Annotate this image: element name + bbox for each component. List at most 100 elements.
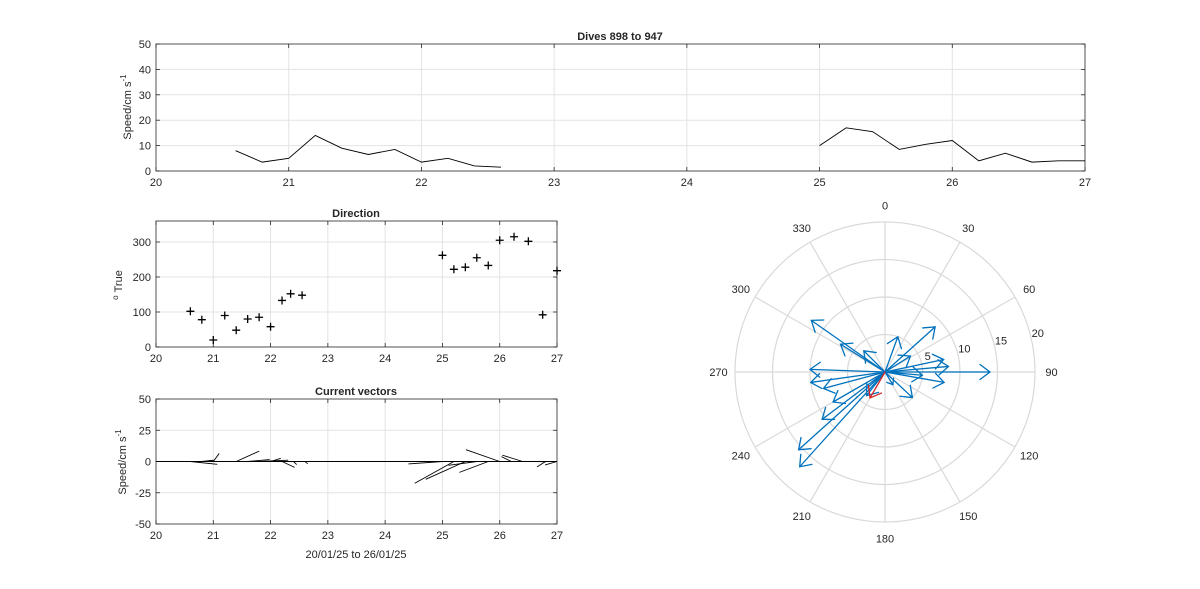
compass-vector (810, 319, 886, 373)
direction-point (461, 263, 470, 272)
current-vector (544, 461, 558, 466)
direction-ytick-label: 300 (133, 237, 151, 249)
current-vectors-xtick-label: 25 (436, 530, 448, 542)
direction-point (495, 236, 504, 245)
direction-chart-title: Direction (332, 208, 380, 220)
compass-radius-label: 5 (925, 351, 931, 363)
direction-point (438, 251, 447, 260)
current-vectors-xtick-label: 27 (551, 530, 563, 542)
compass-angle-label: 300 (732, 284, 750, 296)
compass-angle-label: 150 (959, 511, 977, 523)
current-vectors-title: Current vectors (315, 386, 397, 398)
current-vector (236, 450, 260, 462)
direction-xtick-label: 22 (264, 353, 276, 365)
direction-point (449, 265, 458, 274)
speed-ytick-label: 30 (139, 90, 151, 102)
direction-chart: Direction oTrue 20 21 22 23 24 25 26 27 0 100 200 3… (111, 208, 563, 365)
direction-xtick-label: 27 (551, 353, 563, 365)
current-vectors-ytick-label: 50 (139, 394, 151, 406)
current-vector (270, 457, 281, 462)
current-vector (304, 461, 308, 465)
current-vector (465, 449, 500, 462)
compass-vector (884, 359, 950, 376)
speed-xtick-label: 21 (283, 177, 295, 189)
speed-xtick-label: 27 (1079, 177, 1091, 189)
speed-chart: Dives 898 to 947 Speed/cm s-1 20 21 22 23 24… (119, 31, 1091, 189)
speed-series-line-1 (235, 134, 502, 168)
current-vector (502, 454, 523, 462)
speed-ytick-label: 10 (139, 141, 151, 153)
current-vector (414, 461, 455, 484)
direction-axes-box (155, 220, 558, 348)
compass-ring (771, 258, 999, 486)
compass-mean-vector (867, 371, 886, 399)
current-vectors-xtick-label: 21 (207, 530, 219, 542)
speed-ytick-label: 40 (139, 64, 151, 76)
speed-xtick-label: 22 (415, 177, 427, 189)
current-vector (408, 461, 443, 465)
current-vectors-xtick-label: 20 (150, 530, 162, 542)
current-vector (459, 461, 489, 473)
direction-point (538, 310, 547, 319)
compass-ring (734, 221, 1036, 523)
compass-angle-label: 240 (732, 450, 750, 462)
current-vectors-ytick-label: -50 (135, 519, 151, 531)
compass-vector (821, 371, 886, 421)
current-vector (212, 453, 220, 462)
compass-vector (832, 371, 886, 405)
current-vectors-ylabel: Speed/cm s-1 (114, 429, 129, 495)
speed-xtick-label: 20 (150, 177, 162, 189)
current-vector (247, 459, 270, 462)
compass-angle-label: 30 (962, 223, 974, 235)
compass-angle-label: 90 (1045, 367, 1057, 379)
direction-chart-ylabel: oTrue (111, 270, 125, 300)
current-vectors-ytick-label: -25 (135, 488, 151, 500)
speed-xtick-label: 26 (946, 177, 958, 189)
direction-point (266, 322, 275, 331)
speed-axes-box (155, 43, 1086, 172)
current-vector (201, 459, 214, 462)
speed-chart-title: Dives 898 to 947 (577, 31, 663, 43)
speed-xtick-label: 23 (548, 177, 560, 189)
direction-point (484, 261, 493, 270)
compass-plot: 0 30 60 90 120 150 180 210 240 270 300 330 5 10 15 20 (709, 201, 1057, 546)
current-vectors-ytick-label: 25 (139, 425, 151, 437)
speed-ytick-label: 50 (139, 39, 151, 51)
direction-ytick-label: 0 (145, 342, 151, 354)
direction-point (510, 232, 519, 241)
current-vector (448, 461, 477, 466)
speed-series-line-2 (819, 127, 1085, 163)
compass-vector (797, 371, 886, 451)
compass-vector (884, 371, 895, 386)
compass-vector (884, 371, 946, 389)
compass-angle-label: 330 (793, 223, 811, 235)
speed-xtick-label: 25 (813, 177, 825, 189)
compass-vector (822, 371, 886, 394)
direction-point (278, 296, 287, 305)
current-vector (425, 461, 466, 480)
compass-angle-label: 210 (793, 511, 811, 523)
direction-point (197, 315, 206, 324)
compass-vector (884, 326, 936, 373)
direction-point (209, 336, 218, 344)
compass-vector (884, 371, 914, 399)
compass-radius-label: 15 (995, 336, 1007, 348)
current-vector (536, 461, 546, 468)
speed-chart-ylabel: Speed/cm s-1 (119, 74, 134, 140)
direction-point (553, 266, 561, 275)
direction-xtick-label: 25 (436, 353, 448, 365)
compass-angle-label: 120 (1020, 450, 1038, 462)
direction-xtick-label: 24 (379, 353, 391, 365)
compass-radius-label: 10 (958, 343, 970, 355)
direction-point (243, 315, 252, 323)
speed-ytick-label: 0 (145, 166, 151, 178)
direction-ytick-label: 200 (133, 272, 151, 284)
direction-point (286, 289, 295, 298)
current-vector (281, 461, 295, 468)
compass-vector (884, 366, 924, 383)
compass-vector (884, 353, 945, 373)
compass-vector (809, 371, 886, 390)
speed-ytick-label: 20 (139, 115, 151, 127)
direction-point (472, 253, 481, 262)
direction-point (186, 307, 195, 316)
